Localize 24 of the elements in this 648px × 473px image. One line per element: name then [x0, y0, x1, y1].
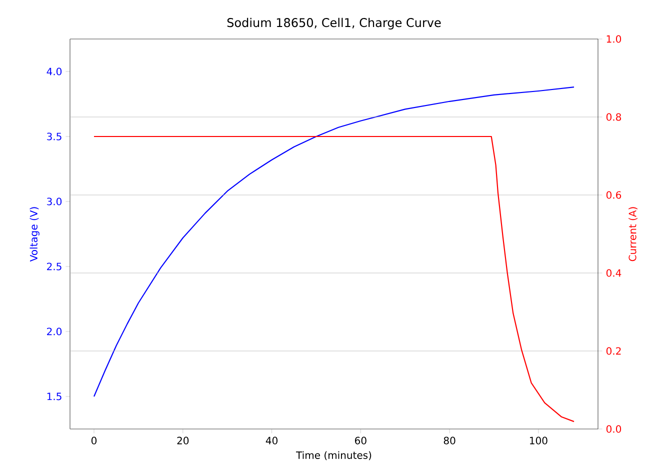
y-tick-label: 1.5	[47, 392, 62, 400]
y-tick-label: 2.0	[47, 328, 62, 336]
y-tick-label: 3.5	[47, 132, 62, 140]
x-tick-label: 40	[266, 436, 278, 444]
y2-tick-label: 0.2	[606, 347, 621, 355]
x-tick-label: 20	[177, 436, 189, 444]
x-tick-label: 80	[444, 436, 456, 444]
y2-axis-title: Current (A)	[628, 207, 638, 262]
y-tick-label: 3.0	[47, 198, 62, 206]
y-tick-label: 2.5	[47, 262, 62, 270]
x-tick-label: 0	[91, 436, 97, 444]
y2-tick-label: 0.8	[606, 113, 622, 121]
line-series	[93, 86, 575, 398]
y-tick-label: 4.0	[46, 68, 62, 76]
y2-tick-label: 1.0	[606, 35, 622, 43]
x-axis-title: Time (minutes)	[296, 451, 372, 460]
chart-title: Sodium 18650, Cell1, Charge Curve	[227, 18, 441, 30]
y2-tick-label: 0.4	[606, 269, 622, 277]
y-axis-title: Voltage (V)	[30, 207, 40, 262]
x-tick-label: 60	[355, 436, 366, 444]
line-series	[93, 136, 575, 422]
x-tick-label: 100	[530, 436, 548, 444]
y2-tick-label: 0.0	[606, 425, 622, 433]
y2-tick-label: 0.6	[606, 191, 622, 199]
